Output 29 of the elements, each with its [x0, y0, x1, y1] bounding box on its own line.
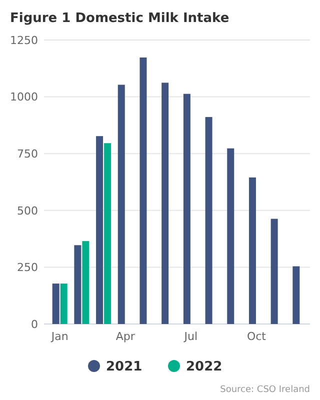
chart-title: Figure 1 Domestic Milk Intake — [10, 11, 230, 26]
legend-label: 2022 — [186, 360, 222, 375]
bar — [205, 117, 212, 324]
bar — [118, 84, 125, 324]
x-tick-label: Oct — [246, 330, 267, 343]
y-tick-label: 1000 — [10, 90, 38, 104]
bar — [248, 177, 256, 324]
y-tick-label: 750 — [17, 147, 38, 160]
bar — [104, 143, 112, 324]
bar — [292, 266, 300, 324]
x-tick-label: Apr — [116, 330, 136, 343]
y-tick-label: 500 — [17, 204, 38, 218]
bar — [270, 218, 278, 324]
x-tick-label: Jul — [183, 330, 198, 343]
bar — [74, 245, 82, 324]
bar — [183, 94, 190, 324]
bar — [140, 57, 147, 324]
x-tick-label: Jan — [50, 330, 68, 343]
bar — [52, 284, 60, 324]
bar — [60, 284, 68, 324]
legend-label: 2021 — [106, 360, 142, 375]
y-tick-label: 250 — [17, 261, 38, 274]
bar — [162, 82, 169, 324]
source-note: Source: CSO Ireland — [220, 385, 310, 395]
bar — [96, 136, 104, 324]
y-tick-label: 0 — [31, 318, 38, 331]
y-tick-label: 1250 — [10, 34, 38, 47]
bar — [82, 241, 90, 324]
bar — [227, 148, 234, 324]
